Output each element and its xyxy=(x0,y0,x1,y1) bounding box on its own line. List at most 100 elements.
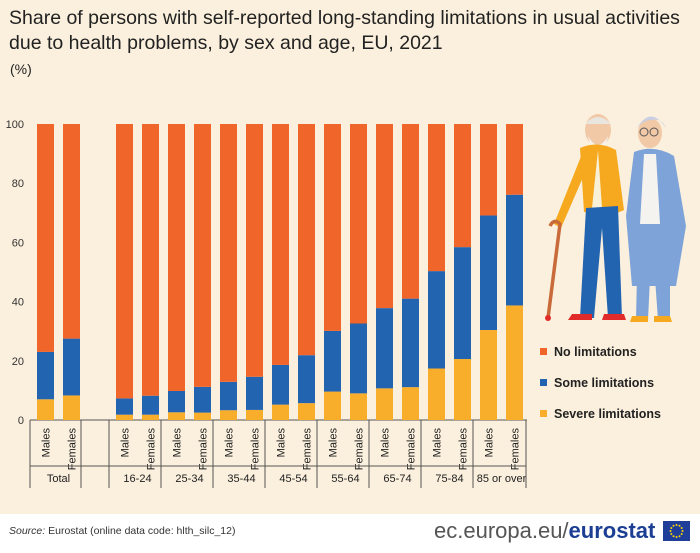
elderly-man-figure xyxy=(545,114,626,321)
x-tick-label-sex: Males xyxy=(328,428,340,458)
bar-severe-limitations xyxy=(402,387,419,420)
x-tick-label-sex: Females xyxy=(302,428,314,471)
bar-no-limitations xyxy=(376,124,393,309)
x-tick-label-sex: Females xyxy=(354,428,366,471)
x-tick-label-sex: Females xyxy=(510,428,522,471)
x-group-label: 75-84 xyxy=(435,473,463,485)
bar-severe-limitations xyxy=(220,410,237,420)
bar-severe-limitations xyxy=(63,395,80,420)
bar-some-limitations xyxy=(350,323,367,394)
brand-name: eurostat xyxy=(568,518,656,543)
bar-no-limitations xyxy=(454,124,471,248)
bar-some-limitations xyxy=(480,215,497,331)
legend-swatch-severe-limitations xyxy=(540,410,547,417)
bar-severe-limitations xyxy=(168,412,185,420)
bar-severe-limitations xyxy=(116,414,133,420)
source-note: Source: Eurostat (online data code: hlth… xyxy=(9,525,235,537)
y-tick-label: 0 xyxy=(18,415,24,427)
chart-title: Share of persons with self-reported long… xyxy=(9,7,680,54)
legend-item-severe-limitations: Severe limitations xyxy=(540,406,661,421)
bar-no-limitations xyxy=(298,124,315,356)
source-text: Eurostat (online data code: hlth_silc_12… xyxy=(48,525,236,537)
x-group-label: 35-44 xyxy=(227,473,255,485)
bar-some-limitations xyxy=(376,308,393,389)
bar-some-limitations xyxy=(116,398,133,415)
bar-no-limitations xyxy=(272,124,289,365)
bar-some-limitations xyxy=(142,395,159,415)
x-group-label: 45-54 xyxy=(279,473,307,485)
bar-severe-limitations xyxy=(246,409,263,420)
x-tick-label-sex: Males xyxy=(120,428,132,458)
bar-no-limitations xyxy=(142,124,159,396)
elderly-couple-illustration xyxy=(545,114,686,322)
bar-some-limitations xyxy=(63,338,80,396)
x-tick-label-sex: Males xyxy=(172,428,184,458)
bar-no-limitations xyxy=(506,124,523,195)
x-tick-label-sex: Males xyxy=(276,428,288,458)
chart-legend: No limitations Some limitations Severe l… xyxy=(540,344,661,437)
x-tick-label-sex: Females xyxy=(406,428,418,471)
legend-swatch-no-limitations xyxy=(540,348,547,355)
y-tick-label: 80 xyxy=(12,178,24,190)
bar-some-limitations xyxy=(220,381,237,411)
brand-prefix: ec.europa.eu/ xyxy=(434,518,569,543)
stacked-bar-chart: 0 20 40 60 80 100 Males Females Total Males Female… xyxy=(6,119,527,488)
x-tick-label-sex: Males xyxy=(432,428,444,458)
x-tick-label-sex: Females xyxy=(198,428,210,471)
bar-no-limitations xyxy=(246,124,263,377)
bar-some-limitations xyxy=(324,330,341,392)
x-group-label: 85 or over xyxy=(477,473,527,485)
bar-severe-limitations xyxy=(454,359,471,420)
bar-severe-limitations xyxy=(37,399,54,420)
bar-no-limitations xyxy=(63,124,80,339)
y-tick-label: 60 xyxy=(12,237,24,249)
bar-no-limitations xyxy=(402,124,419,299)
y-tick-label: 20 xyxy=(12,356,24,368)
bar-no-limitations xyxy=(480,124,497,216)
bar-some-limitations xyxy=(506,194,523,306)
bar-severe-limitations xyxy=(376,388,393,420)
bar-severe-limitations xyxy=(298,403,315,420)
elderly-woman-figure xyxy=(626,116,686,322)
legend-swatch-some-limitations xyxy=(540,379,547,386)
x-group-label: 25-34 xyxy=(175,473,203,485)
unit-label: (%) xyxy=(10,61,32,77)
legend-label: Severe limitations xyxy=(554,406,661,421)
bar-no-limitations xyxy=(428,124,445,272)
legend-label: No limitations xyxy=(554,344,637,359)
x-group-label: Total xyxy=(47,473,70,485)
bar-severe-limitations xyxy=(142,414,159,420)
eurostat-brand[interactable]: ec.europa.eu/eurostat xyxy=(434,518,655,544)
legend-item-some-limitations: Some limitations xyxy=(540,375,661,390)
bar-some-limitations xyxy=(428,271,445,369)
bar-some-limitations xyxy=(272,364,289,405)
legend-label: Some limitations xyxy=(554,375,655,390)
bar-severe-limitations xyxy=(480,330,497,420)
bar-some-limitations xyxy=(194,386,211,413)
bar-no-limitations xyxy=(116,124,133,399)
x-tick-label-sex: Males xyxy=(41,428,53,458)
bar-severe-limitations xyxy=(272,404,289,420)
x-tick-label-sex: Females xyxy=(146,428,158,471)
source-label: Source: xyxy=(9,525,46,537)
x-tick-label-sex: Females xyxy=(458,428,470,471)
y-tick-label: 40 xyxy=(12,297,24,309)
bar-some-limitations xyxy=(37,351,54,400)
x-tick-label-sex: Males xyxy=(224,428,236,458)
bar-no-limitations xyxy=(350,124,367,324)
x-tick-label-sex: Females xyxy=(250,428,262,471)
bar-no-limitations xyxy=(324,124,341,331)
bar-some-limitations xyxy=(168,390,185,413)
x-tick-label-sex: Males xyxy=(484,428,496,458)
x-tick-label-sex: Males xyxy=(380,428,392,458)
x-group-label: 65-74 xyxy=(383,473,411,485)
bar-severe-limitations xyxy=(506,305,523,420)
footer-band xyxy=(0,514,700,553)
bar-severe-limitations xyxy=(194,412,211,420)
y-tick-label: 100 xyxy=(6,119,24,131)
bar-no-limitations xyxy=(168,124,185,391)
bar-no-limitations xyxy=(37,124,54,352)
bar-some-limitations xyxy=(298,355,315,404)
legend-item-no-limitations: No limitations xyxy=(540,344,661,359)
bar-some-limitations xyxy=(402,298,419,388)
